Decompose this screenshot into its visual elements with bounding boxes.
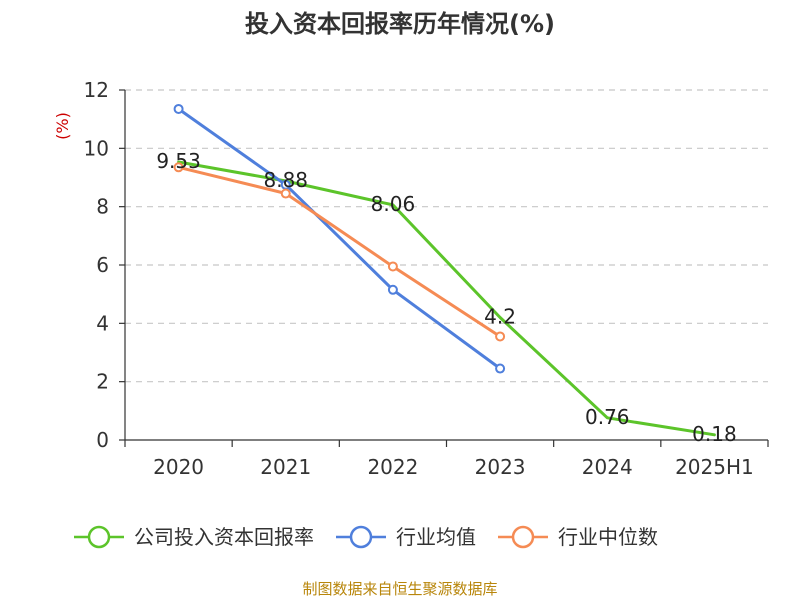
axis-layer: 0 2 4 6 8 10 12 2020 2021 2022 2023 2024 2025H1 [84, 78, 769, 479]
y-tick-label: 0 [96, 428, 109, 452]
data-point [280, 188, 291, 199]
data-point [173, 103, 184, 114]
y-tick-label: 6 [96, 253, 109, 277]
series-1 [177, 160, 716, 437]
legend-marker [87, 525, 111, 549]
legend-marker [349, 525, 373, 549]
grid-layer [125, 89, 768, 383]
y-tick-label: 2 [96, 370, 109, 394]
y-axis-label: (%) [53, 112, 72, 140]
series-line [177, 160, 716, 437]
data-label: 8.88 [263, 168, 308, 192]
legend-item: 公司投入资本回报率 [74, 525, 314, 549]
data-point [495, 331, 506, 342]
legend: 公司投入资本回报率 行业均值 行业中位数 [74, 525, 658, 549]
y-tick-label: 8 [96, 195, 109, 219]
series-layer [173, 103, 716, 437]
y-tick-label: 10 [84, 136, 109, 160]
series-line [177, 107, 502, 370]
legend-item: 行业中位数 [498, 525, 658, 549]
data-point [495, 363, 506, 374]
data-label: 9.53 [156, 149, 201, 173]
legend-item: 行业均值 [336, 525, 476, 549]
legend-label: 行业中位数 [558, 525, 658, 549]
x-tick-label: 2023 [475, 455, 526, 479]
y-tick-label: 12 [84, 78, 109, 102]
series-3 [173, 162, 506, 342]
series-2 [173, 103, 506, 374]
data-label: 8.06 [371, 192, 416, 216]
data-label-layer: 9.53 8.88 8.06 4.2 0.76 0.18 [156, 149, 736, 446]
series-line [177, 165, 502, 338]
x-tick-label: 2022 [367, 455, 418, 479]
data-point [387, 284, 398, 295]
data-label: 4.2 [484, 305, 516, 329]
source-note: 制图数据来自恒生聚源数据库 [302, 580, 497, 598]
x-tick-label: 2025H1 [675, 455, 754, 479]
data-label: 0.18 [692, 422, 737, 446]
x-tick-label: 2020 [153, 455, 204, 479]
y-tick-label: 4 [96, 311, 109, 335]
x-tick-label: 2024 [582, 455, 633, 479]
x-tick-label: 2021 [260, 455, 311, 479]
data-point [173, 162, 184, 173]
legend-label: 公司投入资本回报率 [134, 525, 314, 549]
data-label: 0.76 [585, 405, 630, 429]
chart-title: 投入资本回报率历年情况(%) [245, 10, 555, 38]
legend-label: 行业均值 [396, 525, 476, 549]
legend-marker [511, 525, 535, 549]
data-point [387, 261, 398, 272]
